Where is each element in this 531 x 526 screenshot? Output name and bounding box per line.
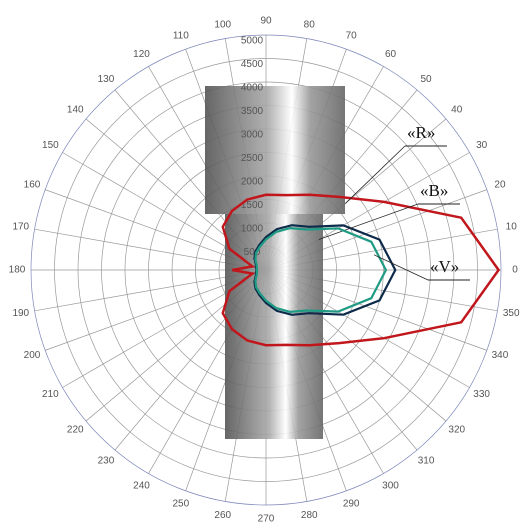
angle-label: 240 xyxy=(133,480,150,491)
angle-label: 320 xyxy=(448,425,465,436)
angle-label: 60 xyxy=(385,49,397,60)
angle-label: 350 xyxy=(503,308,520,319)
angle-label: 140 xyxy=(67,105,84,116)
angle-label: 260 xyxy=(214,510,231,521)
series-label: «V» xyxy=(430,257,459,276)
lamp-body xyxy=(225,214,323,439)
r-tick-label: 3500 xyxy=(241,106,264,117)
angle-label: 300 xyxy=(382,480,399,491)
angle-label: 310 xyxy=(418,455,435,466)
angle-label: 190 xyxy=(12,308,29,319)
angle-label: 160 xyxy=(24,179,41,190)
series-label: «B» xyxy=(420,181,448,200)
angle-label: 130 xyxy=(98,74,115,85)
angle-label: 90 xyxy=(260,16,272,27)
angle-label: 180 xyxy=(9,265,26,276)
angle-label: 20 xyxy=(494,179,506,190)
r-tick-label: 2000 xyxy=(241,177,264,188)
angle-label: 110 xyxy=(173,31,189,42)
angle-label: 210 xyxy=(42,389,59,400)
angle-label: 170 xyxy=(12,221,29,232)
r-tick-label: 1000 xyxy=(241,224,264,235)
angle-label: 200 xyxy=(24,350,41,361)
series-label: «R» xyxy=(407,123,435,142)
angle-label: 250 xyxy=(172,499,189,510)
angle-label: 120 xyxy=(133,49,150,60)
angle-label: 40 xyxy=(451,105,463,116)
angle-label: 80 xyxy=(304,19,316,30)
angle-label: 340 xyxy=(492,350,509,361)
r-tick-label: 2500 xyxy=(241,153,264,164)
lamp-image xyxy=(205,86,345,439)
r-tick-label: 4000 xyxy=(241,83,264,94)
angle-label: 230 xyxy=(98,455,115,466)
angle-label: 70 xyxy=(346,31,358,42)
angle-label: 290 xyxy=(343,499,360,510)
angle-label: 30 xyxy=(476,140,488,151)
angle-label: 220 xyxy=(67,425,84,436)
angle-label: 280 xyxy=(301,510,318,521)
angle-label: 100 xyxy=(214,19,231,30)
angle-label: 0 xyxy=(512,265,518,276)
chart: 0 10 20 30 40 50 60 70 80 90 100 110 120 130 140 150 160… xyxy=(0,0,531,526)
r-tick-label: 5000 xyxy=(241,36,264,47)
angle-label: 330 xyxy=(473,389,490,400)
angle-label: 10 xyxy=(506,221,518,232)
angle-label: 150 xyxy=(42,140,59,151)
angle-label: 50 xyxy=(420,74,432,85)
r-tick-label: 3000 xyxy=(241,130,264,141)
angle-label: 270 xyxy=(258,514,275,525)
r-tick-label: 4500 xyxy=(241,59,264,70)
